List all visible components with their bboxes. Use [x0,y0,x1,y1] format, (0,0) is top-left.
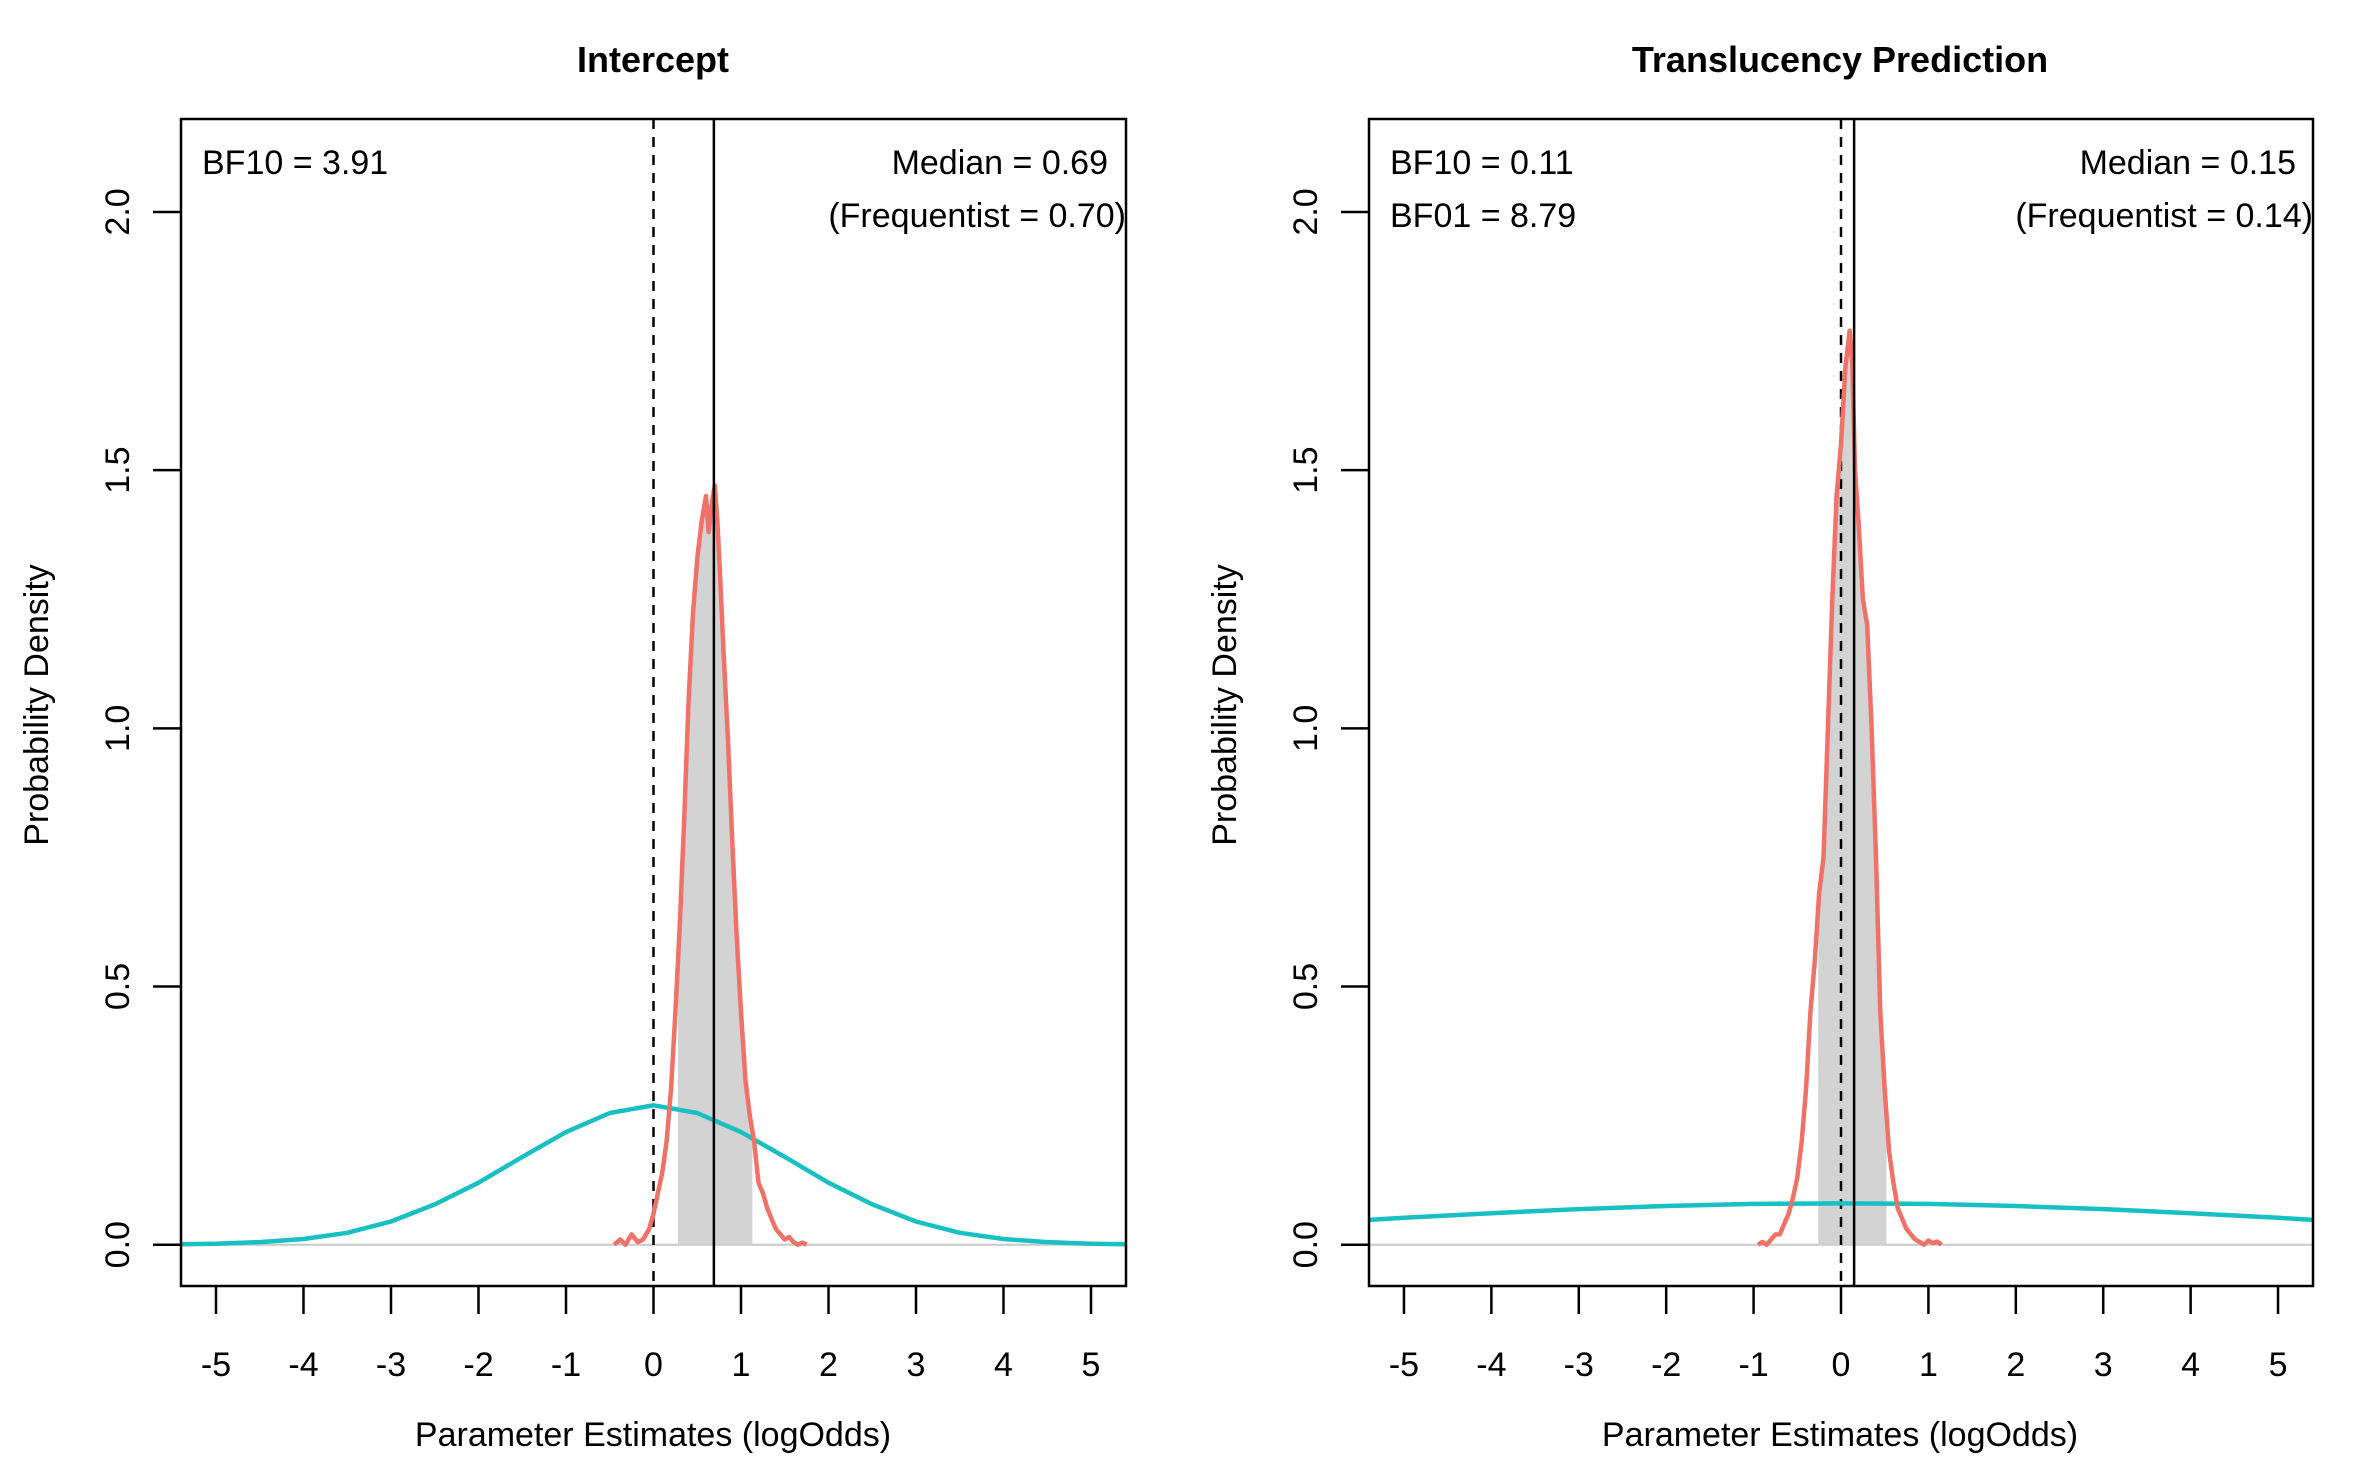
x-tick-label: -1 [1738,1346,1768,1384]
x-axis-label: Parameter Estimates (logOdds) [415,1416,891,1454]
annotation-right-1: (Frequentist = 0.14) [2015,197,2313,235]
x-tick-label: 0 [1832,1346,1851,1384]
prior-density-line [180,1103,1127,1247]
x-tick-label: 3 [907,1346,926,1384]
chart-title: Intercept [577,39,729,80]
annotation-left-0: BF10 = 0.11 [1390,144,1574,182]
x-tick-label: 4 [994,1346,1013,1384]
x-tick-label: -5 [201,1346,231,1384]
y-axis-label: Probability Density [18,564,56,846]
x-axis-label: Parameter Estimates (logOdds) [1602,1416,2078,1454]
posterior-density-line [1756,328,1943,1247]
annotation-right-0: Median = 0.15 [2080,144,2296,182]
x-tick-label: 2 [2006,1346,2025,1384]
plot-area: -5 -4 -3 -2 -1 0 1 2 3 4 5 0.0 0.5 1.0 1.5 2.0 [99,117,1128,1384]
y-tick-label: 1.5 [1287,446,1325,493]
x-tick-label: 4 [2181,1346,2200,1384]
y-tick-label: 1.0 [99,705,137,752]
x-tick-label: -5 [1389,1346,1419,1384]
x-tick-label: 1 [1919,1346,1938,1384]
prior-density-line [1368,1201,2314,1223]
panel-intercept: Intercept Probability Density Parameter … [18,39,1128,1454]
y-tick-label: 2.0 [1287,188,1325,235]
y-tick-label: 0.5 [1287,963,1325,1010]
annotation-left-1: BF01 = 8.79 [1390,197,1576,235]
y-tick-label: 2.0 [99,188,137,235]
x-tick-label: -2 [1651,1346,1681,1384]
x-tick-label: 5 [2269,1346,2288,1384]
panel-translucency-prediction: Translucency Prediction Probability Dens… [1206,39,2315,1454]
y-tick-label: 0.0 [1287,1221,1325,1268]
x-tick-label: 3 [2094,1346,2113,1384]
credible-interval-shading [678,488,753,1245]
annotation-left-0: BF10 = 3.91 [202,144,388,182]
y-axis-label: Probability Density [1206,564,1244,846]
x-tick-label: 5 [1082,1346,1101,1384]
credible-interval-shading [1818,331,1887,1245]
x-tick-label: 1 [732,1346,751,1384]
x-tick-label: -3 [1564,1346,1594,1384]
annotation-right-1: (Frequentist = 0.70) [828,197,1126,235]
y-tick-label: 0.0 [99,1221,137,1268]
x-tick-label: 0 [644,1346,663,1384]
x-tick-label: -4 [1476,1346,1506,1384]
x-tick-label: -3 [376,1346,406,1384]
x-tick-label: -2 [463,1346,493,1384]
y-tick-label: 0.5 [99,963,137,1010]
y-tick-label: 1.0 [1287,705,1325,752]
x-tick-label: 2 [819,1346,838,1384]
y-tick-label: 1.5 [99,446,137,493]
chart-title: Translucency Prediction [1632,39,2048,80]
plot-area: -5 -4 -3 -2 -1 0 1 2 3 4 5 0.0 0.5 1.0 1.5 2.0 [1287,117,2315,1384]
x-tick-label: -1 [551,1346,581,1384]
x-tick-label: -4 [288,1346,318,1384]
annotation-right-0: Median = 0.69 [892,144,1108,182]
